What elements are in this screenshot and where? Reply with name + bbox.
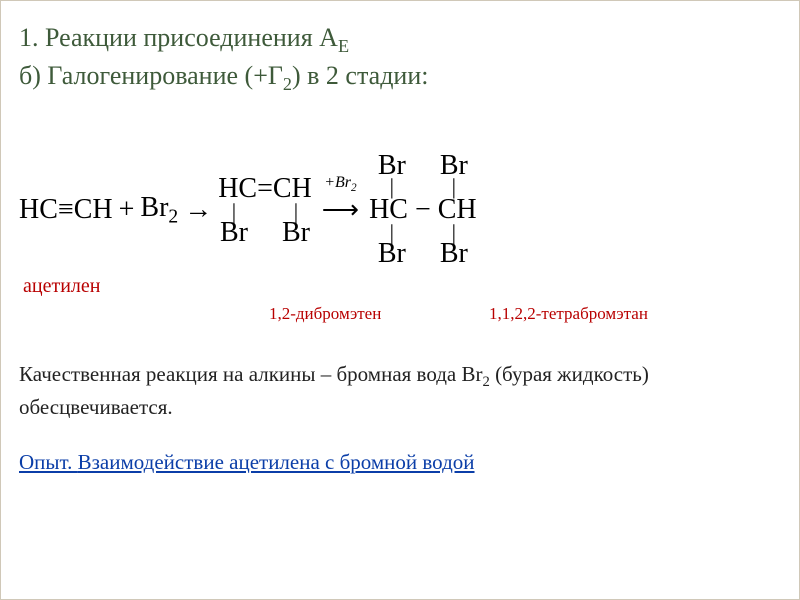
br-sub: 2 xyxy=(168,206,178,227)
title-line2-a: б) Галогенирование (+Г xyxy=(19,61,283,90)
arrow2-glyph: ⟶ xyxy=(322,196,359,225)
arrow2-superscript: +Br2 xyxy=(324,174,356,195)
arrow-1: → xyxy=(184,195,212,226)
title-line2-sub: 2 xyxy=(283,74,292,94)
sup-sub: 2 xyxy=(351,182,357,194)
link-prefix: Опыт. xyxy=(19,450,78,474)
int-col-2: |Br xyxy=(282,204,310,246)
acetylene-label: ацетилен xyxy=(23,275,781,298)
int-br-2: Br xyxy=(282,220,310,247)
caption-text: Качественная реакция на алкины – бромная… xyxy=(19,360,781,421)
experiment-link[interactable]: Опыт. Взаимодействие ацетилена с бромной… xyxy=(19,450,475,474)
prod-br-b1: Br xyxy=(378,241,406,268)
int-col-1: |Br xyxy=(220,204,248,246)
prod-top-1: Br| xyxy=(378,153,406,195)
tetrabromoethane-label: 1,1,2,2-тетрабромэтан xyxy=(489,304,648,324)
link-block: Опыт. Взаимодействие ацетилена с бромной… xyxy=(19,450,781,475)
sup-plus: + xyxy=(324,174,335,191)
slide-container: 1. Реакции присоединения АЕ б) Галогенир… xyxy=(0,0,800,600)
prod-bot-2: |Br xyxy=(440,225,468,267)
plus-sign: + xyxy=(119,195,135,226)
title-sub-e: Е xyxy=(338,36,349,56)
link-text: Взаимодействие ацетилена с бромной водой xyxy=(78,450,475,474)
dibromoethene-label: 1,2-дибромэтен xyxy=(269,304,381,324)
caption-sub: 2 xyxy=(482,375,489,391)
prod-top-2: Br| xyxy=(440,153,468,195)
sup-br: Br xyxy=(335,174,351,191)
title-line1: 1. Реакции присоединения А xyxy=(19,23,338,52)
prod-br-b2: Br xyxy=(440,241,468,268)
product-formula: HC − CH xyxy=(369,195,477,226)
equation: HC≡CH + Br2 → HC=CH |Br |Br +Br2 ⟶ Br| B… xyxy=(19,153,781,268)
br-text: Br xyxy=(140,192,168,223)
slide-title: 1. Реакции присоединения АЕ б) Галогенир… xyxy=(19,21,781,97)
caption-part1: Качественная реакция на алкины – бромная… xyxy=(19,362,482,386)
int-br-1: Br xyxy=(220,220,248,247)
product: Br| Br| HC − CH |Br |Br xyxy=(369,153,477,268)
title-line2-b: ) в 2 стадии: xyxy=(292,61,428,90)
arrow-2: +Br2 ⟶ xyxy=(322,196,359,225)
product-labels-row: 1,2-дибромэтен 1,1,2,2-тетрабромэтан xyxy=(19,304,781,330)
intermediate: HC=CH |Br |Br xyxy=(218,174,312,247)
reactant-acetylene: HC≡CH xyxy=(19,195,113,226)
prod-bot-1: |Br xyxy=(378,225,406,267)
reactant-br2: Br2 xyxy=(140,193,178,228)
